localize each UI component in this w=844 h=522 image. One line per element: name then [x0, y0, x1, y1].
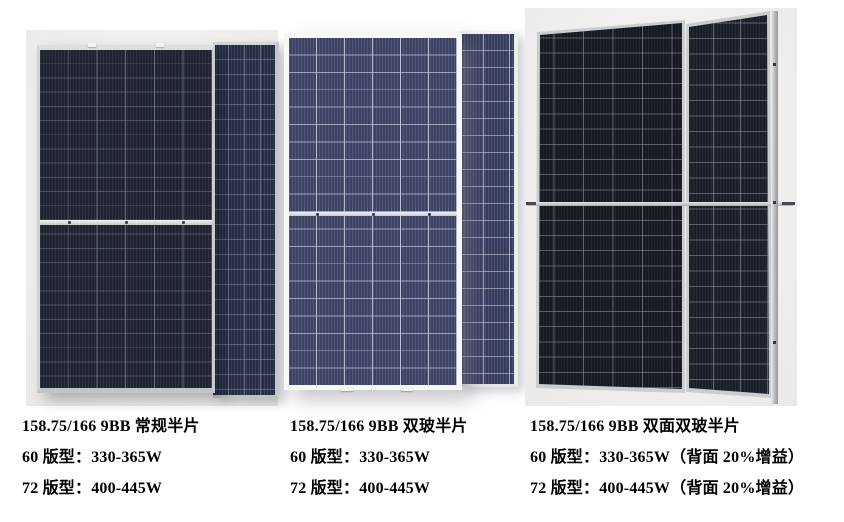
half-cell-divider-bar — [289, 212, 457, 216]
screw-dot — [125, 221, 128, 224]
product-spec-72: 72 版型：400-445W（背面 20%增益） — [530, 480, 805, 497]
product-photo-regular-half-cell — [26, 30, 279, 406]
screw-dot — [316, 213, 319, 216]
product-caption-regular: 158.75/166 9BB 常规半片 60 版型：330-365W 72 版型… — [22, 411, 200, 504]
product-caption-bifacial: 158.75/166 9BB 双面双玻半片 60 版型：330-365W（背面 … — [530, 411, 804, 504]
product-photo-dual-glass-half-cell — [283, 25, 523, 406]
mounting-rail — [526, 202, 795, 206]
screw-dot — [68, 221, 71, 224]
half-cell-divider-bar — [40, 220, 212, 225]
rail-end-clamp — [782, 202, 795, 205]
product-spec-60: 60 版型：330-365W — [22, 449, 163, 466]
screw-dot — [372, 213, 375, 216]
product-photo-bifacial-dual-glass — [525, 8, 797, 406]
solar-panel-back — [458, 31, 518, 387]
product-title: 158.75/166 9BB 双面双玻半片 — [530, 418, 740, 435]
product-title: 158.75/166 9BB 双玻半片 — [290, 418, 468, 435]
product-spec-60: 60 版型：330-365W（背面 20%增益） — [530, 449, 805, 466]
clamp-tab — [156, 43, 164, 47]
product-spec-72: 72 版型：400-445W — [22, 480, 163, 497]
solar-panel-back — [213, 42, 279, 398]
screw-dot — [773, 63, 776, 66]
clamp-tab — [401, 387, 413, 391]
screw-dot — [773, 341, 776, 344]
solar-panel-front — [37, 43, 215, 393]
product-spec-72: 72 版型：400-445W — [290, 480, 431, 497]
clamp-tab — [88, 43, 96, 47]
frame-edge-pole — [771, 11, 778, 404]
screw-dot — [773, 201, 776, 204]
clamp-tab — [341, 387, 353, 391]
product-title: 158.75/166 9BB 常规半片 — [22, 418, 200, 435]
solar-panel-front — [284, 33, 462, 391]
screw-dot — [182, 221, 185, 224]
screw-dot — [428, 213, 431, 216]
solar-panel-front — [539, 23, 682, 389]
product-spec-60: 60 版型：330-365W — [290, 449, 431, 466]
rail-end-clamp — [526, 202, 536, 205]
product-caption-dual-glass: 158.75/166 9BB 双玻半片 60 版型：330-365W 72 版型… — [290, 411, 468, 504]
